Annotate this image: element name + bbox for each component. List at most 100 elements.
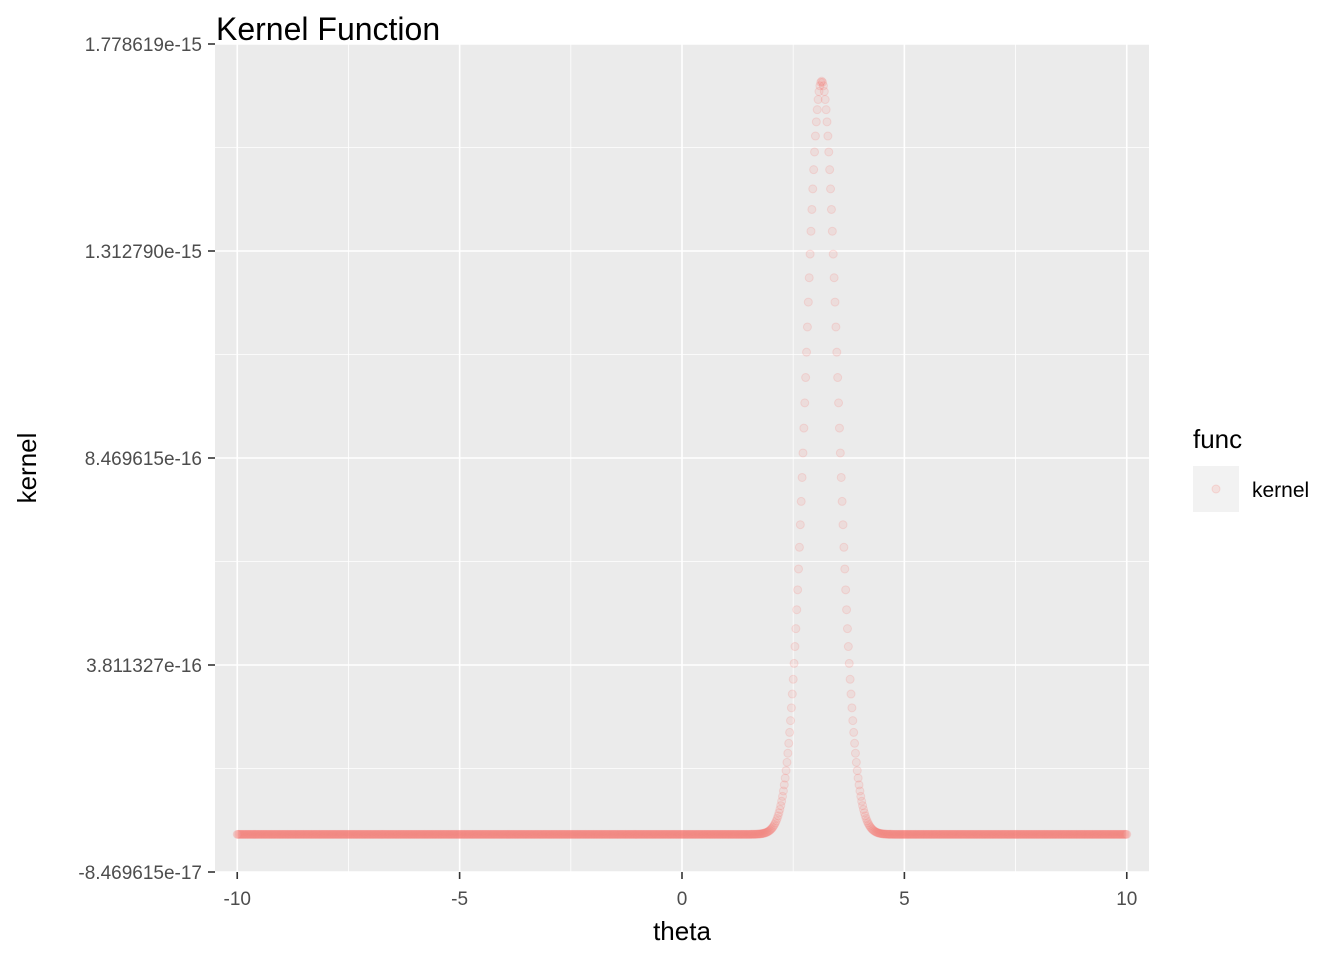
data-point xyxy=(690,829,700,839)
data-point xyxy=(939,829,949,839)
data-point xyxy=(886,829,896,839)
data-point xyxy=(609,829,619,839)
data-point xyxy=(880,829,890,839)
x-axis: -10 -5 0 5 10 xyxy=(224,872,1137,910)
data-point xyxy=(1119,829,1129,839)
data-point xyxy=(433,829,443,839)
data-point xyxy=(301,829,311,839)
data-point xyxy=(659,829,669,839)
data-point xyxy=(904,829,914,839)
data-point xyxy=(1024,829,1034,839)
data-point xyxy=(762,827,771,837)
data-point xyxy=(564,829,574,839)
data-point xyxy=(755,829,765,839)
data-point xyxy=(925,829,935,839)
data-point xyxy=(535,829,545,839)
data-point xyxy=(516,829,526,839)
data-point xyxy=(938,829,948,839)
data-point xyxy=(751,829,761,839)
data-point xyxy=(546,829,556,839)
data-point xyxy=(523,829,533,839)
data-point xyxy=(892,829,902,839)
data-point xyxy=(375,829,385,839)
data-point xyxy=(492,829,502,839)
data-point xyxy=(593,829,603,839)
data-point xyxy=(898,829,908,839)
data-point xyxy=(692,829,702,839)
data-point xyxy=(698,829,708,839)
data-point xyxy=(1053,829,1063,839)
data-point xyxy=(1071,829,1081,839)
data-point xyxy=(435,829,445,839)
data-point xyxy=(445,829,455,839)
data-point xyxy=(775,804,785,814)
data-point xyxy=(278,829,288,839)
data-point xyxy=(1082,829,1092,839)
data-point xyxy=(985,829,995,839)
data-point xyxy=(328,829,338,839)
data-point xyxy=(917,829,927,839)
data-point xyxy=(436,829,446,839)
data-point xyxy=(688,829,698,839)
data-point xyxy=(717,829,727,839)
data-point xyxy=(797,472,807,482)
data-point xyxy=(685,829,695,839)
data-point xyxy=(309,829,319,839)
data-point xyxy=(793,585,803,595)
data-point xyxy=(1023,829,1033,839)
data-point xyxy=(1051,829,1061,839)
data-point xyxy=(882,829,892,839)
data-point xyxy=(906,829,916,839)
data-point xyxy=(617,829,627,839)
data-point xyxy=(1070,829,1080,839)
data-point xyxy=(407,829,417,839)
data-point xyxy=(627,829,637,839)
data-point xyxy=(297,829,307,839)
data-point xyxy=(980,829,990,839)
data-point xyxy=(1044,829,1054,839)
data-point xyxy=(683,829,693,839)
data-point xyxy=(320,829,330,839)
data-point xyxy=(991,829,1001,839)
data-point xyxy=(285,829,295,839)
data-point xyxy=(563,829,573,839)
data-point xyxy=(1004,829,1014,839)
data-point xyxy=(667,829,677,839)
data-point xyxy=(1116,829,1126,839)
data-point xyxy=(594,829,604,839)
data-point xyxy=(276,829,286,839)
data-point xyxy=(684,829,694,839)
data-point xyxy=(402,829,412,839)
data-point xyxy=(1074,829,1084,839)
data-point xyxy=(392,829,402,839)
data-point xyxy=(806,226,816,236)
data-point xyxy=(441,829,451,839)
data-point xyxy=(853,773,863,783)
data-point xyxy=(713,829,723,839)
data-point xyxy=(470,829,480,839)
data-point xyxy=(854,780,864,790)
data-point xyxy=(749,829,759,839)
data-point xyxy=(811,117,821,127)
data-point xyxy=(657,829,667,839)
data-point xyxy=(394,829,404,839)
data-point xyxy=(1113,829,1123,839)
data-point xyxy=(750,829,760,839)
data-point xyxy=(826,184,836,194)
data-point xyxy=(573,829,583,839)
data-point xyxy=(995,829,1005,839)
data-point xyxy=(555,829,565,839)
data-point xyxy=(923,829,933,839)
data-point xyxy=(768,822,778,832)
data-point xyxy=(407,829,417,839)
data-point xyxy=(816,77,826,87)
data-point xyxy=(341,829,351,839)
data-point xyxy=(255,829,265,839)
data-point xyxy=(579,829,589,839)
data-point xyxy=(376,829,386,839)
data-point xyxy=(319,829,329,839)
data-point xyxy=(440,829,450,839)
data-point xyxy=(1014,829,1024,839)
data-point xyxy=(580,829,590,839)
data-point xyxy=(648,829,658,839)
